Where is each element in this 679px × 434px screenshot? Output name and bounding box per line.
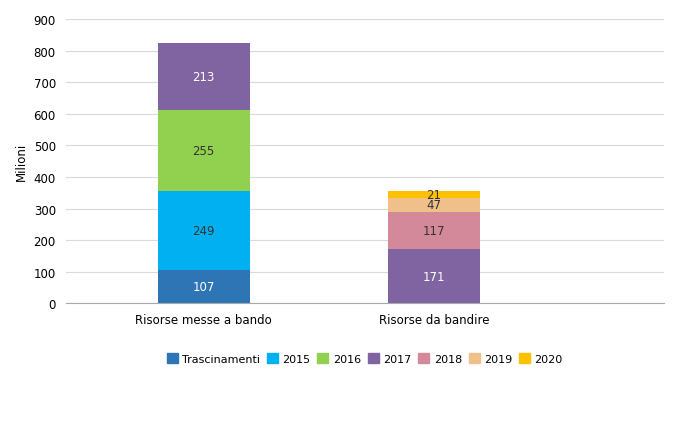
Text: 249: 249 bbox=[192, 224, 215, 237]
Bar bbox=[158, 111, 250, 191]
Text: 21: 21 bbox=[426, 188, 441, 201]
Legend: Trascinamenti, 2015, 2016, 2017, 2018, 2019, 2020: Trascinamenti, 2015, 2016, 2017, 2018, 2… bbox=[162, 349, 567, 368]
Bar bbox=[388, 191, 480, 198]
Bar bbox=[158, 44, 250, 111]
Text: 117: 117 bbox=[422, 225, 445, 238]
Bar bbox=[388, 198, 480, 213]
Text: 47: 47 bbox=[426, 199, 441, 212]
Text: 171: 171 bbox=[422, 270, 445, 283]
Text: 213: 213 bbox=[192, 71, 215, 84]
Text: 255: 255 bbox=[193, 145, 215, 158]
Y-axis label: Milioni: Milioni bbox=[15, 143, 28, 181]
Bar bbox=[158, 270, 250, 304]
Text: 107: 107 bbox=[192, 280, 215, 293]
Bar bbox=[158, 191, 250, 270]
Bar bbox=[388, 250, 480, 304]
Bar bbox=[388, 213, 480, 250]
